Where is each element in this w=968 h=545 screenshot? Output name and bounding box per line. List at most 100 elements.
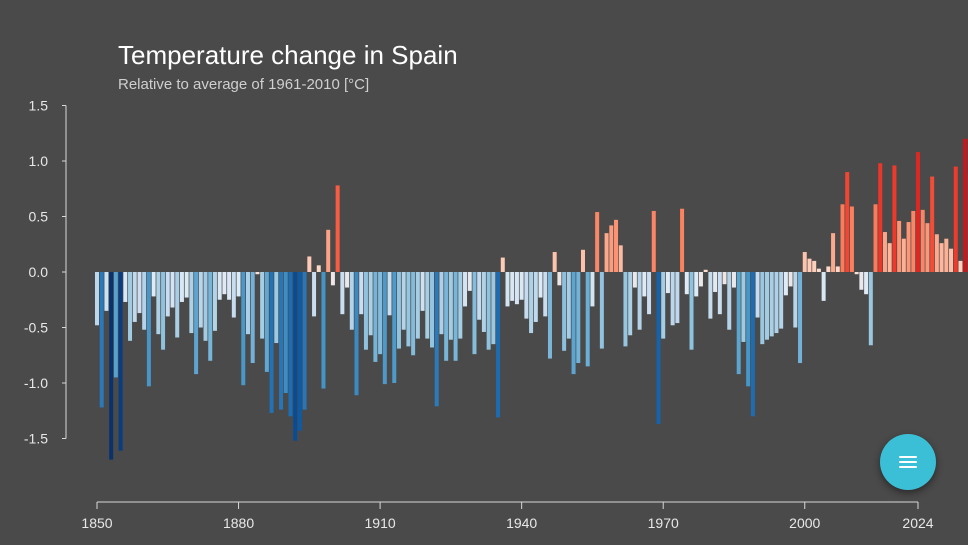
bar-1913 (392, 272, 397, 383)
bar-1900 (330, 272, 335, 286)
bar-1867 (175, 272, 180, 338)
bar-1907 (363, 272, 368, 350)
bar-1879 (231, 272, 236, 318)
bar-1926 (453, 272, 458, 361)
bar-1853 (109, 272, 114, 460)
bar-1903 (345, 272, 350, 288)
bar-1964 (632, 272, 637, 288)
bar-1862 (151, 272, 156, 297)
bar-1944 (538, 272, 543, 298)
bar-2034 (963, 138, 968, 272)
bar-1882 (245, 272, 250, 335)
y-tick-label: 1.5 (29, 98, 49, 114)
bar-1978 (698, 272, 703, 287)
bar-1952 (576, 272, 581, 364)
bar-1856 (123, 272, 128, 302)
bar-1909 (373, 272, 378, 362)
x-tick-label: 1880 (223, 515, 254, 531)
x-tick-label: 2024 (902, 515, 933, 531)
bar-1872 (198, 272, 203, 328)
bar-1910 (378, 272, 383, 355)
bar-1930 (472, 272, 477, 355)
bar-1906 (359, 272, 364, 315)
menu-button[interactable] (880, 434, 936, 490)
bar-2012 (859, 272, 864, 290)
bar-1960 (614, 219, 619, 272)
bar-1984 (727, 272, 732, 330)
bar-1990 (755, 272, 760, 318)
x-tick-label: 1910 (365, 515, 396, 531)
bar-1987 (741, 272, 746, 342)
bar-1852 (104, 272, 109, 311)
bar-1917 (411, 272, 416, 356)
bar-1979 (703, 269, 708, 272)
bar-1890 (283, 272, 288, 393)
bar-1919 (420, 272, 425, 311)
bar-1973 (675, 272, 680, 324)
bar-1888 (274, 272, 279, 344)
bar-1861 (146, 272, 151, 387)
bar-1971 (665, 272, 670, 294)
x-tick-label: 1940 (506, 515, 537, 531)
bar-1975 (684, 272, 689, 295)
bar-2033 (958, 260, 963, 272)
bar-1942 (529, 272, 534, 334)
bar-1864 (161, 272, 166, 350)
bar-2019 (892, 165, 897, 272)
bar-2009 (845, 172, 850, 272)
bar-1923 (439, 272, 444, 335)
bar-2021 (901, 238, 906, 272)
bar-1966 (642, 272, 647, 297)
bar-1933 (486, 272, 491, 350)
bar-1925 (448, 272, 453, 340)
bar-2025 (920, 209, 925, 272)
bar-1869 (184, 272, 189, 298)
bar-1928 (463, 272, 468, 307)
bar-1941 (524, 272, 529, 319)
bar-1980 (708, 272, 713, 319)
y-tick-label: 0.0 (29, 264, 49, 280)
bar-1912 (387, 272, 392, 316)
bar-1954 (585, 272, 590, 367)
bar-1870 (189, 272, 194, 334)
bar-1895 (307, 256, 312, 272)
bar-1969 (656, 272, 661, 425)
bar-1970 (661, 272, 666, 339)
bar-1855 (118, 272, 123, 451)
bar-1860 (142, 272, 147, 330)
bar-1961 (618, 245, 623, 272)
bar-1920 (425, 272, 430, 339)
bar-1959 (609, 225, 614, 272)
bar-1868 (179, 272, 184, 302)
bar-1859 (137, 272, 142, 314)
bar-1972 (670, 272, 675, 326)
bar-1857 (128, 272, 133, 341)
bar-1934 (491, 272, 496, 345)
bar-1981 (713, 272, 718, 292)
bar-1892 (293, 272, 298, 441)
bar-1929 (467, 272, 472, 291)
bar-1893 (297, 272, 302, 431)
bar-2016 (878, 163, 883, 272)
x-tick-label: 1970 (648, 515, 679, 531)
bar-1946 (547, 272, 552, 359)
bar-1889 (279, 272, 284, 410)
bar-1976 (689, 272, 694, 350)
bar-1901 (335, 185, 340, 272)
chart-subtitle: Relative to average of 1961-2010 [°C] (118, 76, 370, 93)
bar-1924 (444, 272, 449, 361)
bar-1874 (208, 272, 213, 361)
bar-1905 (354, 272, 359, 396)
bar-1899 (326, 229, 331, 272)
bars-layer (95, 138, 968, 460)
bar-1932 (481, 272, 486, 332)
x-tick-label: 2000 (789, 515, 820, 531)
bar-1993 (769, 272, 774, 337)
bar-2008 (840, 204, 845, 272)
bar-2024 (916, 152, 920, 272)
bar-1989 (750, 272, 755, 417)
bar-2013 (864, 272, 869, 295)
chart-title: Temperature change in Spain (118, 40, 458, 70)
bar-2023 (911, 210, 916, 272)
